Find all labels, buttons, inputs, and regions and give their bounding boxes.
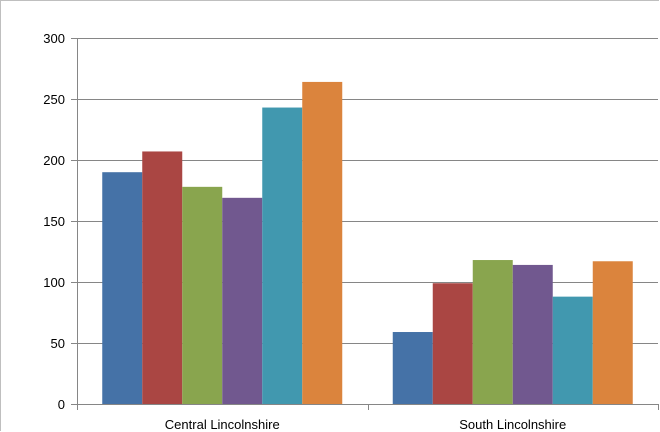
y-tick-label: 100 [43, 275, 65, 290]
bar [142, 151, 183, 404]
y-tick-label: 0 [58, 397, 65, 412]
x-category-label: Central Lincolnshire [165, 417, 280, 432]
bar [302, 81, 343, 405]
bar [182, 186, 223, 404]
y-tick-label: 300 [43, 31, 65, 46]
bar [472, 260, 513, 404]
bar [392, 332, 433, 404]
y-tick-label: 250 [43, 92, 65, 107]
bar [432, 283, 473, 404]
y-tick-labels: 0 50 100 150 200 250 300 [43, 31, 65, 412]
x-category-label: South Lincolnshire [459, 417, 566, 432]
gridlines [77, 38, 658, 344]
bar [102, 172, 143, 404]
axes [71, 38, 659, 410]
bar [512, 264, 553, 404]
x-category-labels: Central Lincolnshire South Lincolnshire [165, 417, 566, 432]
bar [552, 296, 593, 404]
y-tick-label: 50 [51, 336, 65, 351]
bar [262, 107, 303, 404]
bars [102, 81, 633, 405]
bar [592, 261, 633, 404]
bar [222, 197, 263, 404]
y-tick-label: 150 [43, 214, 65, 229]
y-tick-label: 200 [43, 153, 65, 168]
